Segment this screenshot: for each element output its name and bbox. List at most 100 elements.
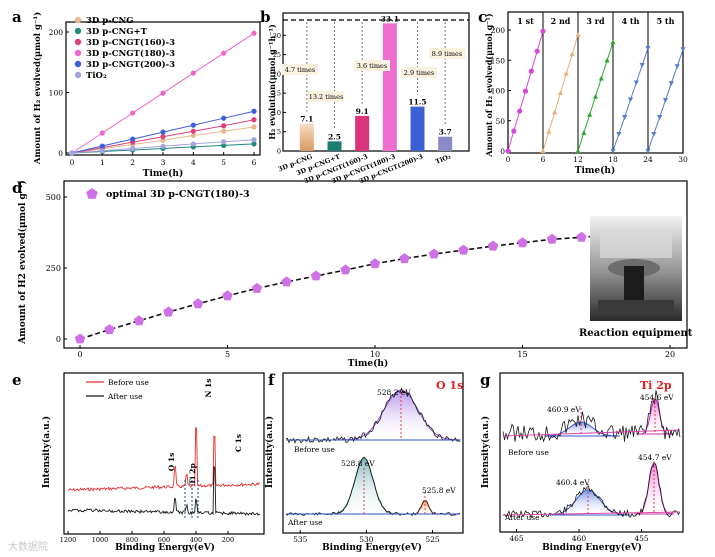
data-point: [99, 143, 105, 149]
spectrum-before-trace: [285, 387, 461, 444]
data-point: [251, 137, 257, 143]
panel-f: f O 1s 528.2 eV Before use 528.8 eV 525.…: [264, 371, 464, 553]
x-axis-label: Binding Energy(eV): [542, 542, 642, 553]
data-point: [163, 306, 174, 317]
y-tick-label: 50: [495, 117, 505, 126]
peak-fit-area: [411, 500, 440, 515]
legend-label: optimal 3D p-CNGT(180)-3: [106, 189, 250, 200]
photo-caption: Reaction equipment: [579, 328, 693, 339]
data-point: [190, 122, 196, 128]
x-tick-label: 6: [541, 155, 546, 164]
data-point: [74, 333, 86, 344]
legend-label: 3D p-CNGT(180)-3: [86, 48, 175, 59]
x-axis-label: Time(h): [575, 165, 615, 176]
annotation-box: [429, 48, 465, 59]
data-point: [674, 64, 680, 69]
panel-title: O 1s: [436, 379, 463, 392]
bar-value-label: 11.5: [408, 98, 426, 107]
y-axis-label: Intensity(a.u.): [41, 416, 52, 488]
data-point: [160, 129, 166, 135]
legend-marker: [74, 49, 82, 57]
survey-before-trace: [67, 426, 261, 492]
data-point: [622, 115, 628, 120]
panel-letter-f: f: [268, 371, 276, 389]
data-point: [598, 75, 604, 81]
legend-marker: [74, 38, 82, 46]
plot-frame: [282, 12, 470, 152]
y-tick-label: 0: [56, 335, 61, 344]
legend-marker: [74, 71, 82, 79]
y-tick-label: 100: [49, 89, 64, 98]
annotation-label: 8.9 times: [432, 50, 462, 58]
peak-label: 454.6 eV: [640, 393, 674, 402]
data-point: [251, 282, 263, 293]
annotation-label: 2.9 times: [404, 69, 434, 77]
data-point: [592, 93, 599, 99]
trace-label: After use: [504, 513, 540, 522]
baseline: [502, 511, 681, 516]
annotation-box: [354, 60, 390, 71]
x-tick-label: 5: [225, 350, 230, 359]
x-tick-label: 1: [100, 158, 105, 167]
photo-stand: [624, 266, 644, 306]
data-point: [528, 68, 534, 74]
data-point: [160, 134, 166, 140]
y-axis-label: Amount of H₂ evolved(μmol g⁻¹): [484, 13, 494, 158]
legend-marker: [74, 60, 82, 68]
annotation-label: 4.7 times: [285, 66, 315, 74]
data-point: [575, 32, 581, 37]
data-point: [69, 150, 75, 156]
data-point: [557, 90, 564, 95]
data-point: [130, 136, 136, 142]
panel-e: e Before use After use O 1s Ti 2p N 1s C…: [12, 371, 265, 553]
data-point: [616, 131, 622, 137]
watermark: 大数据院: [8, 542, 48, 553]
cycle-label: 1 st: [517, 16, 534, 26]
bar-value-label: 3.7: [439, 128, 452, 137]
data-point: [505, 148, 511, 154]
x-tick-label: 12: [573, 155, 583, 164]
legend-label: After use: [107, 392, 143, 401]
data-point: [639, 63, 645, 68]
x-tick-label: 3: [161, 158, 166, 167]
x-tick-label: 530: [359, 535, 374, 544]
panel-title: Ti 2p: [640, 379, 672, 392]
x-tick-label: 15: [517, 350, 527, 359]
peak-label-c1s: C 1s: [234, 434, 243, 452]
bar-value-label: 7.1: [300, 115, 313, 124]
y-tick-label: 200: [49, 28, 64, 37]
annotation-label: 13.2 times: [309, 93, 344, 101]
data-point: [604, 57, 610, 63]
trace-label: After use: [287, 518, 323, 527]
y-tick-label: 25: [273, 51, 281, 59]
legend-label: 3D p-CNG: [86, 16, 134, 26]
data-point: [190, 141, 196, 147]
panel-letter-d: d: [12, 179, 23, 197]
data-point: [190, 132, 196, 139]
x-tick-label: 455: [634, 534, 649, 543]
peak-label: 528.2 eV: [377, 388, 411, 397]
bar: [355, 115, 370, 151]
x-tick-label: 525: [425, 535, 440, 544]
data-point: [668, 81, 674, 86]
data-point: [251, 141, 257, 147]
data-point: [130, 145, 136, 152]
panel-letter-a: a: [12, 8, 22, 26]
data-point: [534, 48, 540, 54]
y-tick-label: 100: [491, 87, 506, 96]
x-tick-label: 6: [252, 158, 257, 167]
peak-label-n1s: N 1s: [204, 379, 213, 398]
cycle-label: 4 th: [622, 16, 640, 26]
peak-fit-area: [636, 398, 674, 435]
panel-c: c 0 6 12 18 24 30 0 50 100 150 200 1 st 2 nd 3 rd 4 t…: [478, 8, 688, 176]
data-point: [192, 298, 204, 309]
data-point: [517, 237, 528, 248]
x-tick-label: 30: [678, 155, 688, 164]
peak-fit-area: [339, 389, 461, 441]
legend-marker: [74, 27, 82, 35]
peak-label-o1s: O 1s: [167, 453, 176, 472]
panel-letter-e: e: [12, 371, 22, 389]
data-point: [458, 244, 469, 255]
legend: optimal 3D p-CNGT(180)-3: [86, 188, 250, 200]
